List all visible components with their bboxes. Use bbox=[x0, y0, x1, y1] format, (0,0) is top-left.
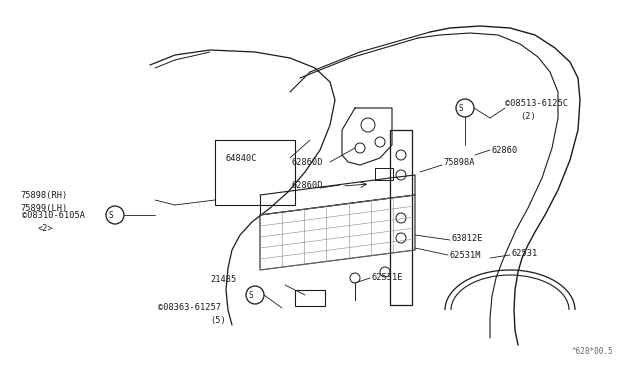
Text: ©08363-61257: ©08363-61257 bbox=[158, 304, 221, 312]
Text: 62531E: 62531E bbox=[372, 273, 403, 282]
Text: 64840C: 64840C bbox=[225, 154, 257, 163]
Text: (2): (2) bbox=[520, 112, 536, 121]
Text: ©08513-6125C: ©08513-6125C bbox=[505, 99, 568, 108]
Text: 62860D: 62860D bbox=[292, 157, 323, 167]
Text: 75899(LH): 75899(LH) bbox=[20, 203, 67, 212]
Text: 62531: 62531 bbox=[512, 248, 538, 257]
Text: 62860: 62860 bbox=[492, 145, 518, 154]
Text: 63812E: 63812E bbox=[452, 234, 483, 243]
Text: ^628*00.5: ^628*00.5 bbox=[572, 347, 614, 356]
Text: S: S bbox=[459, 103, 463, 112]
Text: S: S bbox=[109, 211, 113, 219]
Bar bbox=[390, 130, 412, 305]
Text: ©08310-6105A: ©08310-6105A bbox=[22, 211, 85, 219]
Text: 62531M: 62531M bbox=[450, 250, 481, 260]
Text: 75898(RH): 75898(RH) bbox=[20, 190, 67, 199]
Bar bbox=[295, 290, 325, 306]
Text: 75898A: 75898A bbox=[443, 157, 474, 167]
Bar bbox=[215, 140, 295, 205]
Text: <2>: <2> bbox=[38, 224, 54, 232]
Text: S: S bbox=[249, 291, 253, 299]
Bar bbox=[375, 168, 393, 180]
Text: 62860D: 62860D bbox=[292, 180, 323, 189]
Text: (5): (5) bbox=[210, 315, 226, 324]
Text: 21485: 21485 bbox=[210, 276, 236, 285]
